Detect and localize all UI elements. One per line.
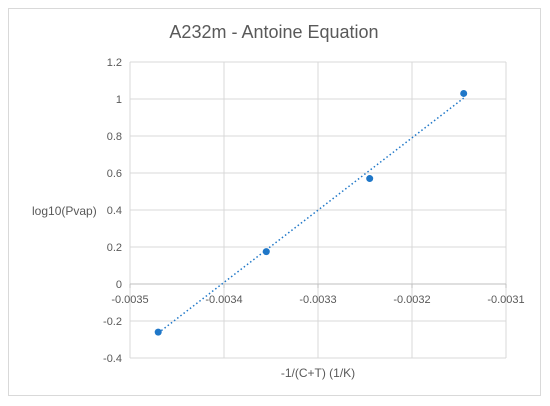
y-tick-label: 0.4	[107, 205, 122, 217]
data-points	[154, 89, 468, 336]
x-tick-label: -0.0032	[393, 294, 430, 306]
y-tick-label: -0.4	[103, 353, 122, 365]
data-point	[460, 89, 468, 97]
x-axis-label: -1/(C+T) (1/K)	[281, 366, 355, 380]
x-tick-label: -0.0034	[205, 294, 242, 306]
y-tick-label: 0	[116, 279, 122, 291]
y-axis-label: log10(Pvap)	[32, 204, 97, 218]
data-point	[154, 328, 162, 336]
y-tick-label: 0.8	[107, 131, 122, 143]
y-tick-label: 0.6	[107, 168, 122, 180]
data-point	[262, 248, 270, 256]
y-tick-label: 0.2	[107, 242, 122, 254]
x-tick-label: -0.0035	[111, 294, 148, 306]
chart-frame	[8, 8, 541, 396]
data-point	[366, 175, 374, 183]
y-tick-label: 1.2	[107, 57, 122, 69]
x-tick-label: -0.0031	[487, 294, 524, 306]
axes: -0.4 -0.2 0 0.2 0.4 0.6 0.8 1 1.2 -0.0035 -0.0034 -…	[103, 57, 525, 365]
x-tick-label: -0.0033	[299, 294, 336, 306]
trendline-layer	[157, 97, 465, 334]
y-tick-label: 1	[116, 94, 122, 106]
y-tick-label: -0.2	[103, 316, 122, 328]
trendline	[157, 97, 465, 334]
chart-title: A232m - Antoine Equation	[169, 22, 378, 42]
grid	[129, 61, 507, 359]
